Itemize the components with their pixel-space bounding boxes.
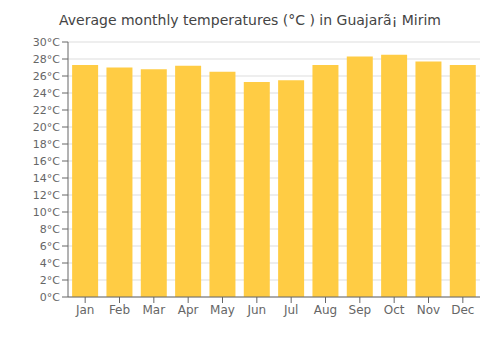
svg-text:Jul: Jul [283, 303, 298, 317]
svg-text:Jun: Jun [246, 303, 266, 317]
svg-text:20°C: 20°C [33, 121, 60, 134]
html-text:Average monthly temperatures (: Average monthly temperatures (°C ) in Gu… [59, 12, 441, 28]
svg-text:28°C: 28°C [33, 53, 60, 66]
svg-text:2°C: 2°C [40, 274, 60, 287]
svg-text:Aug: Aug [314, 303, 337, 317]
svg-text:Nov: Nov [417, 303, 440, 317]
svg-text:Mar: Mar [143, 303, 166, 317]
svg-text:Dec: Dec [451, 303, 474, 317]
svg-text:0°C: 0°C [40, 291, 60, 304]
svg-text:Sep: Sep [349, 303, 372, 317]
svg-text:30°C: 30°C [33, 36, 60, 49]
svg-text:Jan: Jan [75, 303, 95, 317]
svg-text:22°C: 22°C [33, 104, 60, 117]
svg-text:12°C: 12°C [33, 189, 60, 202]
svg-text:Oct: Oct [384, 303, 405, 317]
svg-text:14°C: 14°C [33, 172, 60, 185]
svg-text:10°C: 10°C [33, 206, 60, 219]
svg-text:4°C: 4°C [40, 257, 60, 270]
svg-text:May: May [210, 303, 235, 317]
svg-text:Feb: Feb [109, 303, 130, 317]
svg-text:Apr: Apr [178, 303, 199, 317]
svg-text:6°C: 6°C [40, 240, 60, 253]
svg-text:24°C: 24°C [33, 87, 60, 100]
svg-text:16°C: 16°C [33, 155, 60, 168]
svg-text:8°C: 8°C [40, 223, 60, 236]
svg-text:26°C: 26°C [33, 70, 60, 83]
svg-text:18°C: 18°C [33, 138, 60, 151]
